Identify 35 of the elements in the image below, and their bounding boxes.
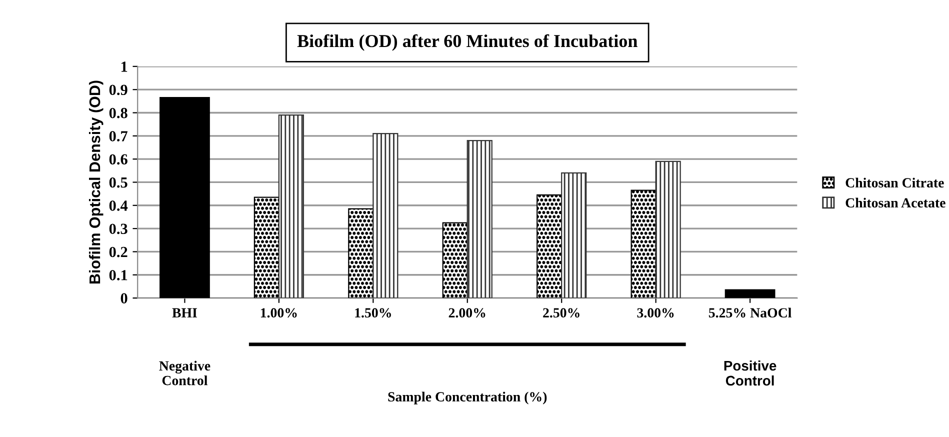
y-tick-label: 0.2	[109, 246, 128, 258]
y-tick-label: 0	[120, 293, 128, 304]
text: Sample Concentration (%)	[388, 392, 547, 404]
y-tick-label: 0.4	[109, 200, 128, 211]
x-tick-label: 1.50%	[355, 308, 391, 318]
y-axis-title: Biofilm Optical Density (OD)	[88, 80, 104, 284]
y-tick-label: 0.3	[109, 224, 128, 234]
legend-label: Chitosan Acetate	[846, 198, 946, 208]
x-tick-label: 2.00%	[448, 308, 486, 318]
bar	[655, 160, 681, 298]
text: Negative Control	[159, 360, 210, 386]
legend-label: Chitosan Citrate	[846, 178, 944, 188]
y-tick-label: 0.9	[109, 84, 128, 96]
x-tick-label: 1.00%	[260, 308, 297, 318]
text: Positive Control	[724, 360, 776, 386]
x-tick-label: 5.25% NaOCl	[708, 308, 792, 318]
bar	[466, 140, 492, 298]
bar	[372, 133, 398, 298]
y-tick-label: 0.8	[109, 108, 128, 118]
y-tick-label: 0.7	[109, 131, 128, 142]
chart-title: Biofilm (OD) after 60 Minutes of Incubation	[297, 34, 638, 51]
x-tick-label: BHI	[172, 308, 197, 318]
bar	[254, 196, 280, 298]
y-tick-label: 1	[121, 62, 128, 72]
x-tick-label: 2.50%	[543, 308, 580, 318]
x-tick-label: 3.00%	[637, 308, 674, 318]
bar	[442, 222, 468, 298]
y-tick-label: 0.5	[109, 177, 128, 188]
bar	[348, 208, 374, 298]
bar	[630, 190, 656, 298]
bar	[561, 172, 587, 298]
bar	[536, 194, 562, 298]
y-tick-label: 0.6	[109, 154, 128, 165]
y-tick-label: 0.1	[109, 270, 128, 280]
bar	[278, 114, 304, 298]
